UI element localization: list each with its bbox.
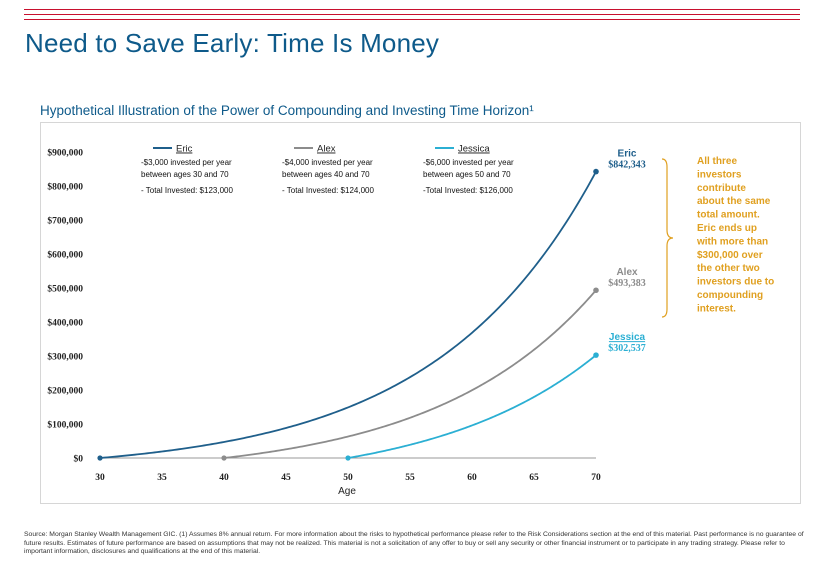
annotation-text: investors due to: [697, 277, 774, 288]
header-rule-2: [24, 14, 800, 15]
end-label-value: $842,343: [608, 160, 646, 171]
x-tick-label: 70: [591, 473, 601, 483]
legend-description: - Total Invested: $123,000: [141, 186, 233, 195]
legend-description: - Total Invested: $124,000: [282, 186, 374, 195]
annotation-text: investors: [697, 169, 742, 180]
annotation-text: about the same: [697, 196, 771, 207]
legend-description: between ages 50 and 70: [423, 170, 511, 179]
page-title: Need to Save Early: Time Is Money: [25, 28, 440, 58]
end-label-name: Alex: [616, 267, 638, 278]
header-rule-1: [24, 9, 800, 10]
annotation-text: with more than: [696, 236, 768, 247]
x-axis: 30 35 40 45 50 55 60 65 70: [95, 457, 601, 483]
legend: Eric -$3,000 invested per year between age…: [141, 144, 514, 196]
series-start-point: [97, 455, 103, 461]
annotation: All three investors contribute about the sa…: [661, 156, 774, 318]
end-label-value: $493,383: [608, 278, 646, 289]
annotation-text: contribute: [697, 183, 746, 194]
legend-description: -Total Invested: $126,000: [423, 186, 513, 195]
series-start-point: [221, 455, 227, 461]
legend-series-name: Jessica: [458, 144, 490, 155]
x-tick-label: 50: [343, 473, 353, 483]
end-label-name: Eric: [618, 149, 637, 160]
series-end-point: [593, 168, 599, 175]
annotation-text: interest.: [697, 303, 736, 314]
annotation-text: the other two: [697, 263, 760, 274]
y-axis: $0 $100,000 $200,000 $300,000 $400,000 $500,0…: [47, 148, 83, 465]
y-tick-label: $500,000: [47, 284, 83, 295]
x-tick-label: 55: [405, 473, 415, 483]
x-tick-label: 40: [219, 473, 229, 483]
annotation-text: All three: [697, 156, 737, 167]
legend-description: -$3,000 invested per year: [141, 158, 232, 167]
legend-description: -$6,000 invested per year: [423, 158, 514, 167]
x-tick-label: 45: [281, 473, 291, 483]
series-start-point: [345, 455, 351, 461]
y-tick-label: $900,000: [47, 148, 83, 159]
source-note: Source: Morgan Stanley Wealth Management…: [24, 531, 804, 556]
chart-title: Hypothetical Illustration of the Power o…: [40, 103, 534, 118]
annotation-text: compounding: [697, 290, 763, 301]
chart-frame: [40, 122, 801, 504]
y-tick-label: $100,000: [47, 420, 83, 431]
x-tick-label: 65: [529, 473, 539, 483]
annotation-text: total amount.: [697, 210, 760, 221]
x-axis-label: Age: [338, 486, 356, 497]
y-tick-label: $400,000: [47, 318, 83, 329]
y-tick-label: $200,000: [47, 386, 83, 397]
annotation-text: $300,000 over: [697, 250, 763, 261]
series-end-point: [593, 352, 599, 358]
end-label-name: Jessica: [609, 332, 646, 343]
end-label-value: $302,537: [608, 343, 646, 354]
y-tick-label: $700,000: [47, 216, 83, 227]
legend-series-name: Alex: [317, 144, 336, 155]
series-group: Eric$842,343 Alex$493,383 Jessica$302,537: [97, 149, 646, 461]
legend-series-name: Eric: [176, 144, 193, 155]
y-tick-label: $300,000: [47, 352, 83, 363]
series-line-jessica: [347, 354, 597, 459]
x-tick-label: 60: [467, 473, 477, 483]
header-rule-3: [24, 19, 800, 20]
annotation-brace: [661, 158, 674, 318]
y-tick-label: $0: [74, 454, 84, 465]
series-end-point: [593, 287, 599, 294]
y-tick-label: $600,000: [47, 250, 83, 261]
legend-description: between ages 30 and 70: [141, 170, 229, 179]
x-tick-label: 35: [157, 473, 167, 483]
series-line-eric: [99, 171, 597, 459]
legend-description: -$4,000 invested per year: [282, 158, 373, 167]
y-tick-label: $800,000: [47, 182, 83, 193]
legend-description: between ages 40 and 70: [282, 170, 370, 179]
series-line-alex: [223, 289, 597, 459]
annotation-text: Eric ends up: [697, 223, 757, 234]
x-tick-label: 30: [95, 473, 105, 483]
